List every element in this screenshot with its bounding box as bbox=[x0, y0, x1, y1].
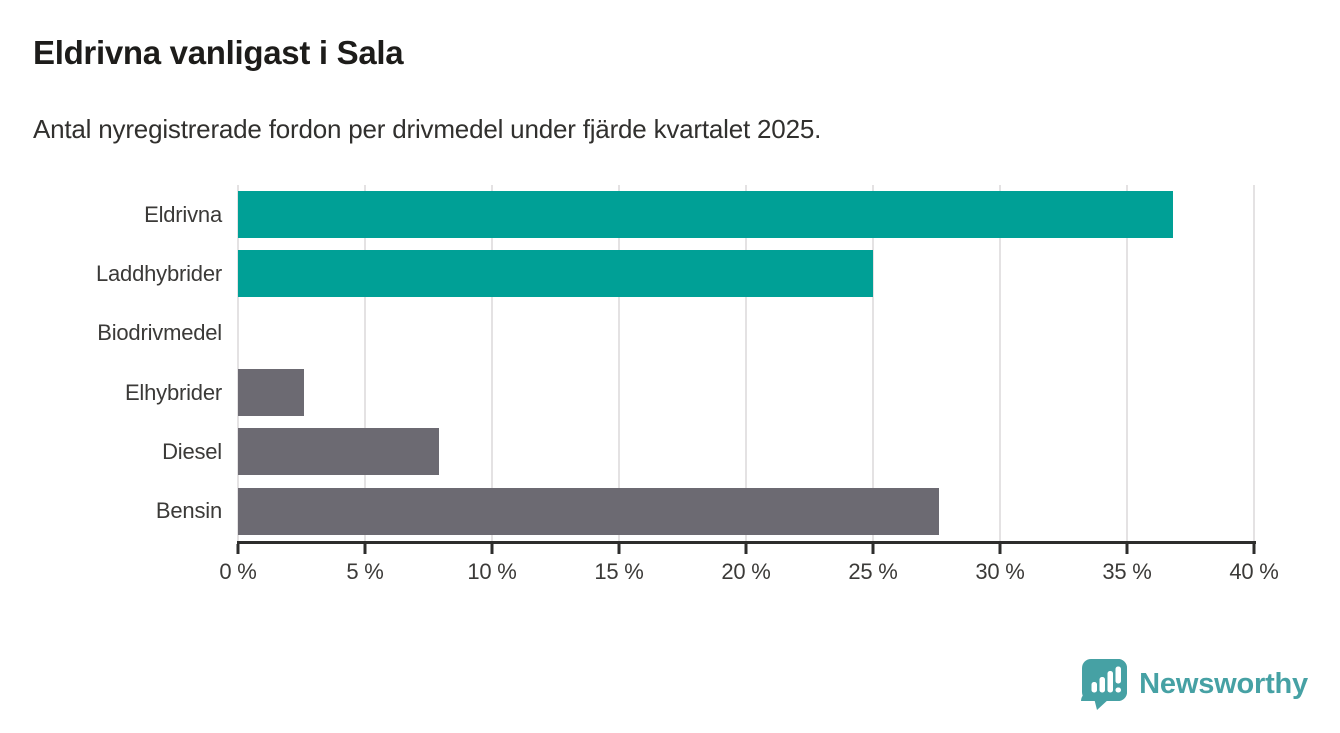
axis-tick-label: 5 % bbox=[346, 559, 384, 584]
gridline bbox=[237, 185, 239, 541]
chart-subtitle: Antal nyregistrerade fordon per drivmede… bbox=[33, 114, 822, 144]
axis-tick-label: 40 % bbox=[1229, 559, 1279, 584]
axis-tick bbox=[617, 544, 621, 554]
axis-tick bbox=[1125, 544, 1129, 554]
category-labels: Eldrivna Laddhybrider Biodrivmedel Elhybrid… bbox=[0, 185, 222, 541]
axis-tick-label: 20 % bbox=[721, 559, 771, 584]
category-label: Laddhybrider bbox=[95, 260, 222, 286]
category-label: Biodrivmedel bbox=[97, 320, 222, 346]
gridline bbox=[491, 185, 493, 541]
axis-tick bbox=[490, 544, 494, 554]
axis-tick bbox=[1252, 544, 1256, 554]
category-label: Elhybrider bbox=[124, 379, 222, 405]
bar-eldrivna bbox=[238, 191, 1173, 239]
gridline bbox=[1253, 185, 1255, 541]
axis-tick-label: 0 % bbox=[219, 559, 257, 584]
axis-tick-label: 35 % bbox=[1102, 559, 1152, 584]
bar-laddhybrider bbox=[238, 250, 873, 298]
gridline bbox=[1126, 185, 1128, 541]
bar-row bbox=[238, 422, 1254, 481]
bar-row bbox=[238, 304, 1254, 363]
axis-tick bbox=[363, 544, 367, 554]
newsworthy-logo-text: Newsworthy bbox=[1139, 668, 1308, 700]
axis-tick bbox=[998, 544, 1002, 554]
bar-chart: Eldrivna Laddhybrider Biodrivmedel Elhybrid… bbox=[0, 185, 1340, 541]
axis-tick bbox=[871, 544, 875, 554]
bar-rows bbox=[238, 185, 1254, 541]
category-label: Bensin bbox=[155, 498, 222, 524]
x-axis: 0 % 5 % 10 % 15 % 20 % 25 % 30 % 35 % 40 % bbox=[219, 541, 1279, 601]
bar-elhybrider bbox=[238, 369, 305, 417]
newsworthy-logo: Newsworthy bbox=[1081, 658, 1308, 711]
axis-line bbox=[237, 541, 1256, 544]
newsworthy-logo-icon bbox=[1081, 659, 1128, 710]
axis-tick-label: 15 % bbox=[594, 559, 644, 584]
axis-tick-label: 30 % bbox=[975, 559, 1025, 584]
gridline bbox=[745, 185, 747, 541]
gridline bbox=[999, 185, 1001, 541]
gridline bbox=[618, 185, 620, 541]
bar-bensin bbox=[238, 487, 940, 535]
axis-tick-label: 10 % bbox=[467, 559, 517, 584]
bar-row bbox=[238, 482, 1254, 541]
gridline bbox=[364, 185, 366, 541]
axis-tick bbox=[236, 544, 240, 554]
bar-row bbox=[238, 244, 1254, 303]
axis-tick bbox=[744, 544, 748, 554]
bar-row bbox=[238, 363, 1254, 422]
plot-area bbox=[237, 185, 1255, 541]
gridline bbox=[872, 185, 874, 541]
axis-tick-label: 25 % bbox=[848, 559, 898, 584]
bar-diesel bbox=[238, 428, 439, 476]
category-label: Diesel bbox=[162, 438, 222, 464]
bar-row bbox=[238, 185, 1254, 244]
category-label: Eldrivna bbox=[144, 201, 222, 227]
chart-title: Eldrivna vanligast i Sala bbox=[33, 34, 404, 71]
